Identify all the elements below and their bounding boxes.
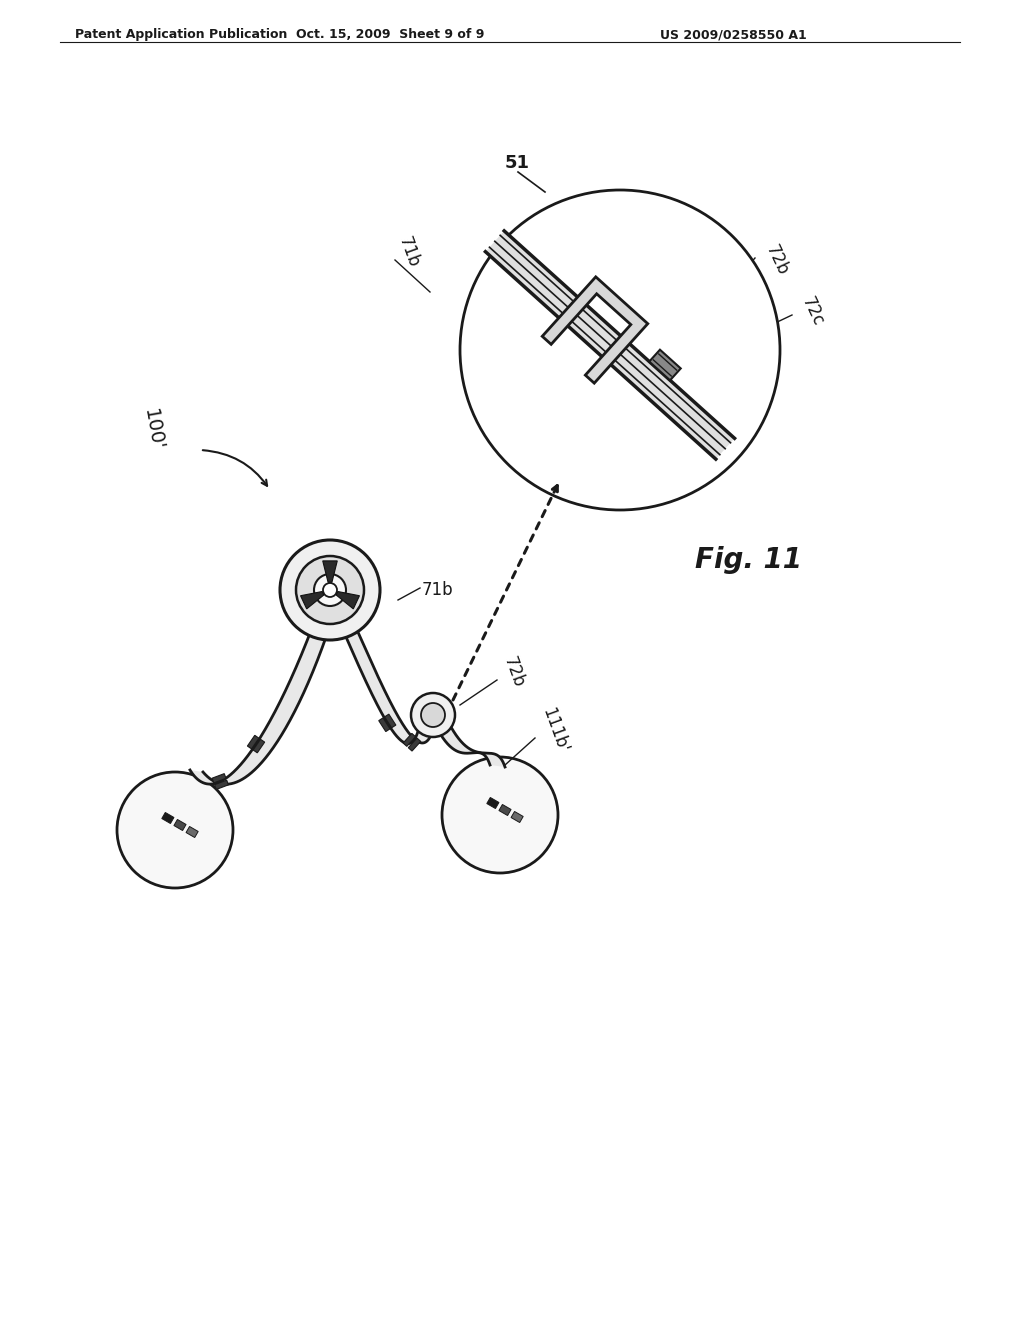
- Text: Patent Application Publication: Patent Application Publication: [75, 28, 288, 41]
- Polygon shape: [248, 735, 259, 748]
- Text: 100': 100': [140, 408, 166, 453]
- Text: 72b: 72b: [762, 242, 792, 279]
- Text: US 2009/0258550 A1: US 2009/0258550 A1: [660, 28, 807, 41]
- Circle shape: [323, 583, 337, 597]
- Polygon shape: [186, 826, 199, 837]
- Text: 52: 52: [758, 356, 779, 374]
- Polygon shape: [174, 820, 186, 830]
- Polygon shape: [403, 734, 416, 746]
- Polygon shape: [379, 718, 390, 731]
- Circle shape: [314, 574, 346, 606]
- Text: 71b: 71b: [422, 581, 454, 599]
- Polygon shape: [543, 277, 648, 383]
- Text: 72c: 72c: [798, 294, 827, 330]
- Circle shape: [280, 540, 380, 640]
- Circle shape: [460, 190, 780, 510]
- Polygon shape: [385, 714, 396, 727]
- Polygon shape: [409, 738, 421, 751]
- Circle shape: [442, 756, 558, 873]
- Polygon shape: [162, 813, 174, 824]
- Polygon shape: [212, 774, 226, 783]
- Polygon shape: [301, 591, 324, 609]
- Circle shape: [117, 772, 233, 888]
- Circle shape: [296, 556, 364, 624]
- Text: Fig. 11: Fig. 11: [695, 546, 802, 574]
- Polygon shape: [336, 591, 359, 609]
- Polygon shape: [438, 727, 505, 767]
- Polygon shape: [190, 610, 335, 784]
- Polygon shape: [499, 804, 511, 816]
- Text: Oct. 15, 2009  Sheet 9 of 9: Oct. 15, 2009 Sheet 9 of 9: [296, 28, 484, 41]
- Polygon shape: [511, 812, 523, 822]
- Text: 72b: 72b: [500, 655, 527, 690]
- Circle shape: [411, 693, 455, 737]
- Polygon shape: [253, 739, 264, 752]
- Circle shape: [421, 704, 445, 727]
- Text: 111b': 111b': [538, 705, 571, 755]
- Text: 71b: 71b: [395, 234, 423, 269]
- Polygon shape: [649, 350, 681, 380]
- Polygon shape: [215, 780, 228, 789]
- Polygon shape: [486, 797, 499, 809]
- Polygon shape: [323, 561, 337, 582]
- Polygon shape: [485, 231, 734, 459]
- Text: 51: 51: [505, 154, 530, 172]
- Polygon shape: [335, 610, 438, 743]
